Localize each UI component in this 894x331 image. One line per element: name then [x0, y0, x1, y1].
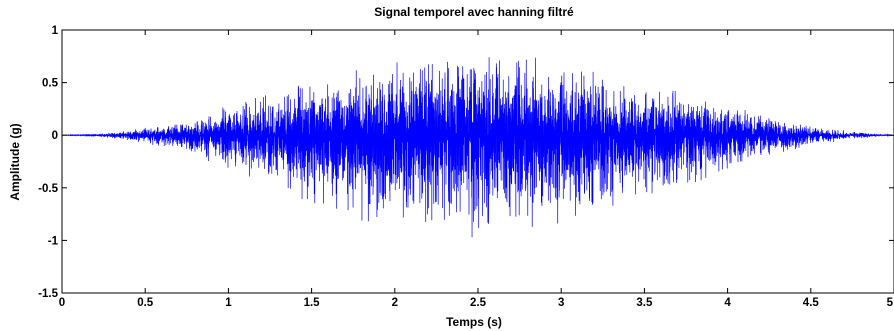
y-axis: -1.5 -1 -0.5 0 0.5 1 — [38, 25, 894, 300]
chart-title: Signal temporel avec hanning filtré — [374, 5, 574, 19]
x-tick-label: 1 — [225, 297, 232, 309]
y-tick-label: 1 — [52, 25, 59, 37]
x-tick-label: 0 — [59, 297, 65, 309]
x-tick-label: 4.5 — [803, 297, 820, 309]
x-tick-label: 4 — [724, 297, 731, 309]
x-tick-label: 2 — [392, 297, 398, 309]
x-axis: 0 0.5 1 1.5 2 2.5 3 3.5 4 4.5 5 — [59, 30, 894, 309]
x-tick-label: 3.5 — [636, 297, 653, 309]
axes-box — [61, 29, 894, 294]
y-tick-label: 0 — [52, 130, 58, 142]
x-tick-label: 5 — [887, 297, 894, 309]
y-axis-label: Amplitude (g) — [8, 123, 22, 200]
plot-area — [61, 29, 894, 294]
x-tick-label: 3 — [558, 297, 564, 309]
x-axis-label: Temps (s) — [446, 315, 502, 329]
y-tick-label: 0.5 — [42, 78, 59, 90]
signal-trace — [62, 57, 894, 238]
y-tick-label: -0.5 — [38, 183, 58, 195]
x-tick-label: 1.5 — [304, 297, 321, 309]
y-tick-label: -1 — [48, 235, 59, 247]
x-tick-label: 2.5 — [470, 297, 487, 309]
y-tick-label: -1.5 — [38, 288, 58, 300]
x-tick-label: 0.5 — [137, 297, 154, 309]
